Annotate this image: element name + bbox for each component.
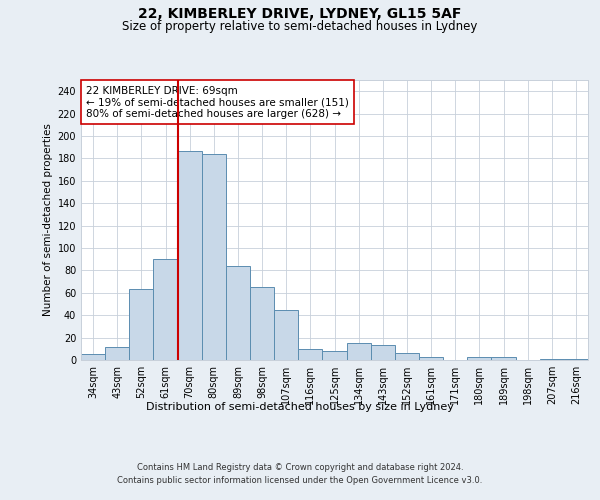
Bar — [322, 351, 347, 360]
Bar — [491, 356, 515, 360]
Bar — [226, 266, 250, 360]
Text: Distribution of semi-detached houses by size in Lydney: Distribution of semi-detached houses by … — [146, 402, 454, 412]
Bar — [129, 290, 154, 360]
Text: Size of property relative to semi-detached houses in Lydney: Size of property relative to semi-detach… — [122, 20, 478, 33]
Bar — [395, 354, 419, 360]
Bar — [178, 150, 202, 360]
Bar — [347, 343, 371, 360]
Bar — [419, 356, 443, 360]
Bar — [81, 354, 105, 360]
Bar — [202, 154, 226, 360]
Bar — [467, 356, 491, 360]
Text: 22 KIMBERLEY DRIVE: 69sqm
← 19% of semi-detached houses are smaller (151)
80% of: 22 KIMBERLEY DRIVE: 69sqm ← 19% of semi-… — [86, 86, 349, 119]
Bar — [564, 359, 588, 360]
Bar — [540, 359, 564, 360]
Text: 22, KIMBERLEY DRIVE, LYDNEY, GL15 5AF: 22, KIMBERLEY DRIVE, LYDNEY, GL15 5AF — [139, 8, 461, 22]
Text: Contains HM Land Registry data © Crown copyright and database right 2024.: Contains HM Land Registry data © Crown c… — [137, 462, 463, 471]
Bar — [274, 310, 298, 360]
Bar — [250, 287, 274, 360]
Bar — [105, 346, 129, 360]
Bar — [371, 346, 395, 360]
Text: Contains public sector information licensed under the Open Government Licence v3: Contains public sector information licen… — [118, 476, 482, 485]
Bar — [154, 259, 178, 360]
Bar — [298, 349, 322, 360]
Y-axis label: Number of semi-detached properties: Number of semi-detached properties — [43, 124, 53, 316]
